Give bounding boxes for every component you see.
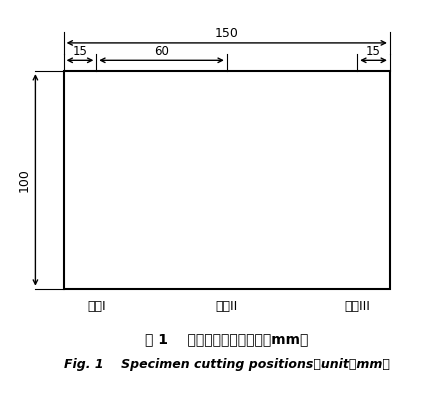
Text: 15: 15 (366, 44, 381, 58)
Text: 15: 15 (72, 44, 88, 58)
Text: 60: 60 (154, 44, 169, 58)
Text: 截面I: 截面I (87, 300, 105, 313)
Text: Fig. 1    Specimen cutting positions（unit：mm）: Fig. 1 Specimen cutting positions（unit：m… (64, 358, 390, 371)
Bar (63, 71, 390, 289)
Text: 截面III: 截面III (344, 300, 370, 313)
Text: 截面II: 截面II (215, 300, 238, 313)
Text: 100: 100 (18, 168, 31, 192)
Text: 150: 150 (215, 27, 239, 40)
Text: 图 1    试件切割位置（单位：mm）: 图 1 试件切割位置（单位：mm） (145, 332, 308, 346)
